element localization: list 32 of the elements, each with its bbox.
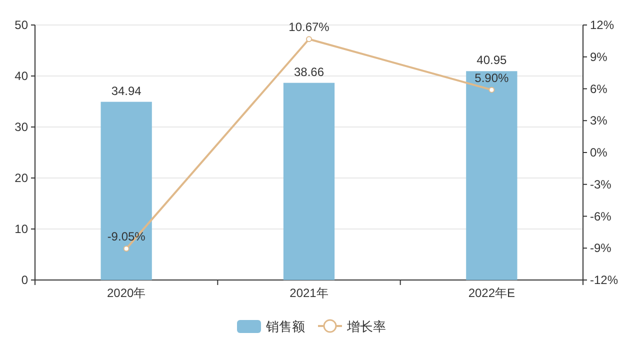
y-tick-label: 30	[14, 120, 28, 134]
bar	[466, 71, 518, 280]
data-label: 5.90%	[474, 70, 510, 85]
x-tick-label: 2020年	[106, 286, 146, 300]
legend-label: 销售额	[265, 319, 305, 334]
y2-tick-label: -9%	[590, 241, 612, 256]
y2-tick-label: 12%	[590, 18, 614, 32]
bar	[283, 82, 335, 280]
y2-tick-label: 9%	[590, 50, 608, 64]
y2-tick-label: -12%	[590, 273, 618, 287]
y-tick-label: 0	[21, 273, 28, 287]
y2-tick-label: -6%	[590, 209, 612, 224]
y2-tick-label: 3%	[590, 114, 608, 128]
y2-tick-label: 0%	[590, 146, 608, 160]
data-label: -9.05%	[107, 230, 146, 244]
point	[306, 36, 312, 42]
legend-label: 增长率	[346, 319, 386, 334]
y-tick-label: 50	[14, 18, 28, 32]
bar	[100, 102, 152, 280]
x-tick-label: 2022年E	[468, 286, 516, 300]
y2-tick-label: 6%	[590, 82, 608, 96]
data-label: 10.67%	[288, 20, 330, 34]
point	[123, 246, 130, 252]
y-tick-label: 10	[14, 222, 28, 236]
data-label: 40.95	[476, 53, 508, 68]
y-tick-label: 20	[14, 171, 28, 185]
y2-tick-label: -3%	[590, 177, 612, 192]
point	[488, 86, 495, 93]
data-label: 38.66	[294, 64, 324, 79]
x-tick-label: 2021年	[290, 286, 328, 300]
data-label: 34.94	[111, 84, 142, 98]
y-tick-label: 40	[14, 69, 28, 83]
